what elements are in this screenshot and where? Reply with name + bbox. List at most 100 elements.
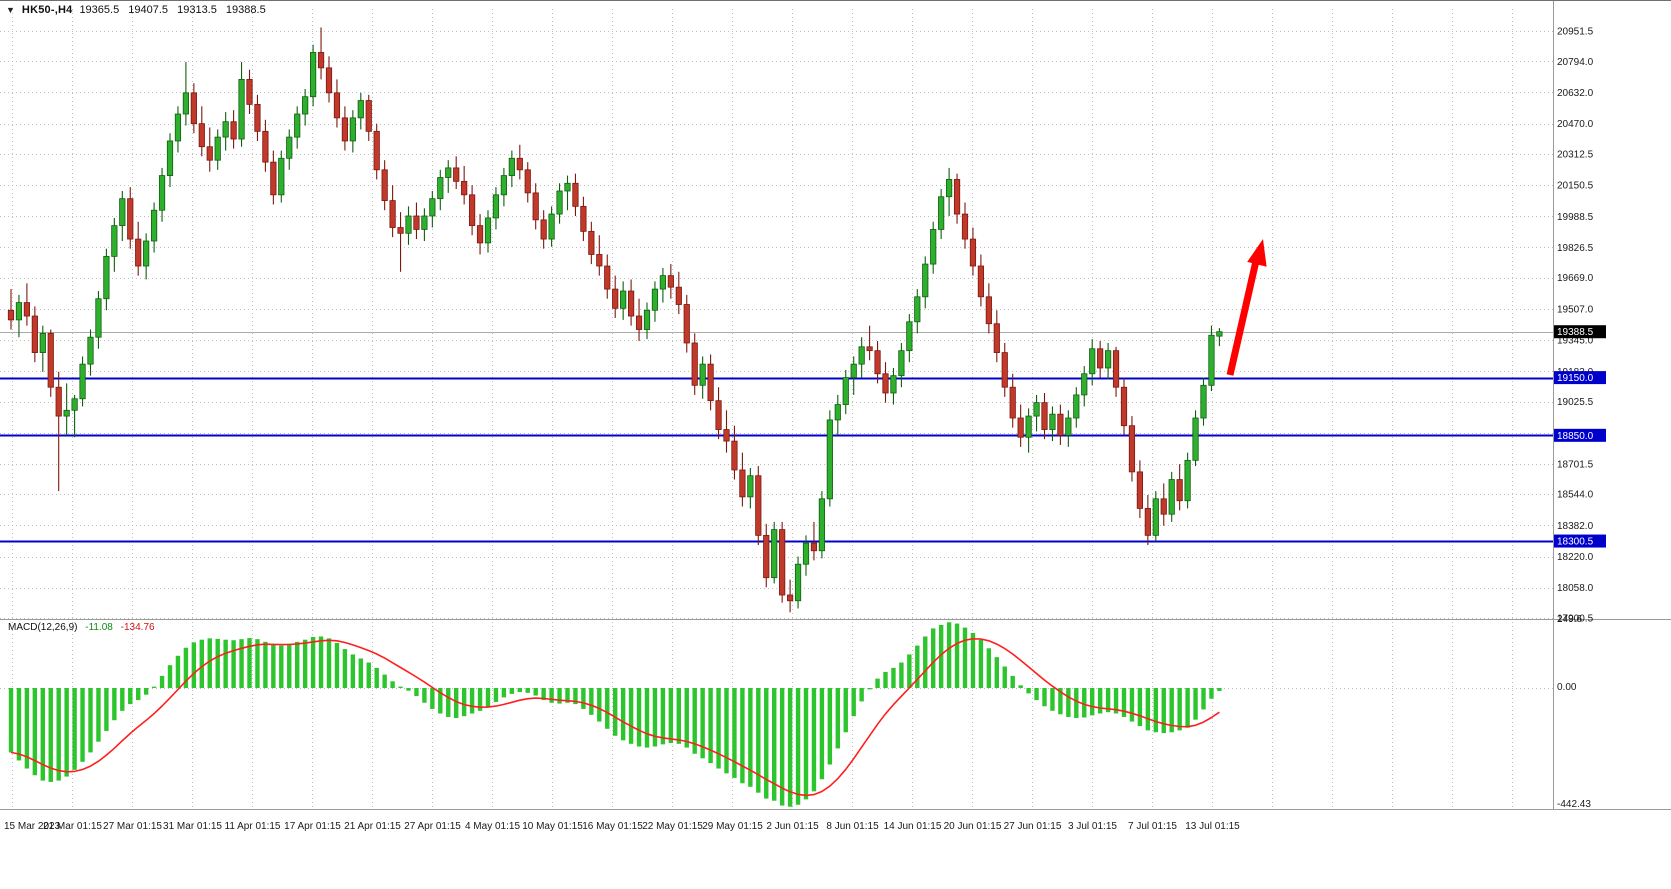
macd-histogram-bar	[8, 688, 14, 753]
macd-histogram-bar	[159, 675, 165, 688]
macd-histogram-bar	[334, 642, 340, 688]
candle-body	[246, 78, 253, 105]
symbol-period-label: HK50-,H4	[21, 4, 73, 16]
macd-histogram-bar	[509, 688, 515, 694]
macd-histogram-bar	[1042, 688, 1047, 707]
candle-body	[182, 92, 189, 115]
macd-histogram-bar	[342, 649, 348, 688]
price-tick-label: 18544.0	[1557, 490, 1594, 501]
macd-histogram-bar	[787, 688, 793, 807]
macd-histogram-bar	[517, 688, 522, 693]
candle-body	[532, 192, 539, 221]
macd-histogram-bar	[1145, 688, 1151, 731]
candle-body	[63, 409, 70, 417]
candle-body	[580, 205, 587, 232]
candle-body	[1089, 348, 1096, 375]
macd-histogram-bar	[136, 688, 141, 701]
macd-histogram-bar	[430, 688, 435, 709]
candle-body	[683, 304, 690, 344]
main-chart-area[interactable]	[0, 1, 1553, 619]
macd-histogram-bar	[938, 624, 944, 688]
time-tick-label: 16 May 01:15	[582, 821, 643, 832]
candle-body	[1017, 417, 1024, 438]
macd-histogram-bar	[191, 642, 197, 688]
macd-histogram-bar	[915, 645, 920, 688]
macd-histogram-bar	[1185, 688, 1190, 728]
price-tick-label: 20951.5	[1557, 27, 1594, 38]
macd-histogram-bar	[88, 688, 93, 753]
macd-histogram-bar	[326, 638, 332, 688]
ohlc-values: 19365.5 19407.5 19313.5 19388.5	[79, 4, 271, 16]
candle-body	[1001, 352, 1008, 388]
candle-body	[1057, 413, 1064, 436]
candle-body	[961, 213, 969, 240]
macd-histogram-bar	[923, 636, 928, 688]
low-value: 19313.5	[177, 4, 217, 16]
macd-histogram-bar	[1177, 688, 1182, 731]
macd-panel-area[interactable]	[0, 621, 1553, 809]
price-tick-label: 18701.5	[1557, 459, 1594, 470]
macd-histogram-bar	[199, 639, 204, 688]
macd-histogram-bar	[756, 688, 761, 793]
macd-histogram-bar	[40, 688, 45, 781]
macd-histogram-bar	[772, 688, 777, 801]
hline-price-tag[interactable]	[1554, 371, 1606, 385]
candle-body	[23, 302, 31, 317]
trend-arrow-head[interactable]	[1247, 239, 1267, 267]
macd-histogram-bar	[875, 678, 880, 688]
macd-main-value: -11.08	[85, 622, 113, 633]
candle-body	[1160, 498, 1167, 515]
macd-histogram-bar	[541, 688, 546, 701]
macd-histogram-bar	[907, 654, 912, 688]
macd-histogram-bar	[493, 688, 499, 702]
macd-histogram-bar	[835, 688, 840, 749]
candle-body	[1112, 350, 1120, 388]
macd-histogram-bar	[716, 688, 721, 769]
trend-arrow-shaft[interactable]	[1226, 260, 1260, 376]
symbol-dropdown-icon[interactable]: ▼	[6, 5, 15, 15]
price-tick-label: 18058.0	[1557, 583, 1594, 594]
macd-histogram-bar	[803, 688, 809, 800]
macd-histogram-bar	[620, 688, 626, 741]
macd-histogram-bar	[1018, 685, 1023, 688]
candle-body	[1184, 459, 1191, 502]
candle-body	[516, 157, 523, 171]
candle-body	[707, 363, 714, 402]
candle-body	[1065, 417, 1072, 436]
macd-histogram-bar	[302, 639, 308, 688]
candle-body	[1176, 479, 1183, 502]
macd-histogram-bar	[605, 688, 610, 729]
time-tick-label: 7 Jul 01:15	[1128, 821, 1177, 832]
macd-histogram-bar	[358, 658, 363, 688]
candle-body	[818, 498, 826, 552]
hline-price-tag[interactable]	[1554, 428, 1606, 442]
candle-body	[985, 296, 992, 325]
candle-body	[47, 332, 54, 388]
macd-axis-max: 249.6	[1557, 614, 1583, 625]
candle-body	[119, 198, 126, 227]
hline-price-tag[interactable]	[1554, 534, 1606, 548]
macd-histogram-bar	[636, 688, 642, 747]
macd-histogram-bar	[398, 686, 403, 688]
candle-body	[1041, 402, 1048, 430]
candle-body	[858, 346, 865, 365]
macd-histogram-bar	[883, 671, 888, 688]
macd-histogram-bar	[64, 688, 69, 777]
candle-body	[699, 363, 706, 386]
candle-body	[810, 542, 818, 552]
candle-body	[977, 265, 985, 298]
macd-histogram-bar	[366, 662, 371, 688]
candle-body	[468, 194, 476, 227]
time-axis[interactable]	[0, 810, 1553, 840]
macd-histogram-bar	[1169, 688, 1174, 733]
candle-body	[317, 52, 325, 69]
candle-body	[628, 290, 635, 317]
candle-body	[850, 363, 857, 379]
macd-histogram-bar	[438, 688, 443, 714]
macd-histogram-bar	[24, 688, 30, 769]
candle-body	[620, 290, 627, 309]
macd-histogram-bar	[652, 688, 658, 747]
candle-body	[143, 240, 150, 267]
candle-body	[71, 398, 78, 411]
